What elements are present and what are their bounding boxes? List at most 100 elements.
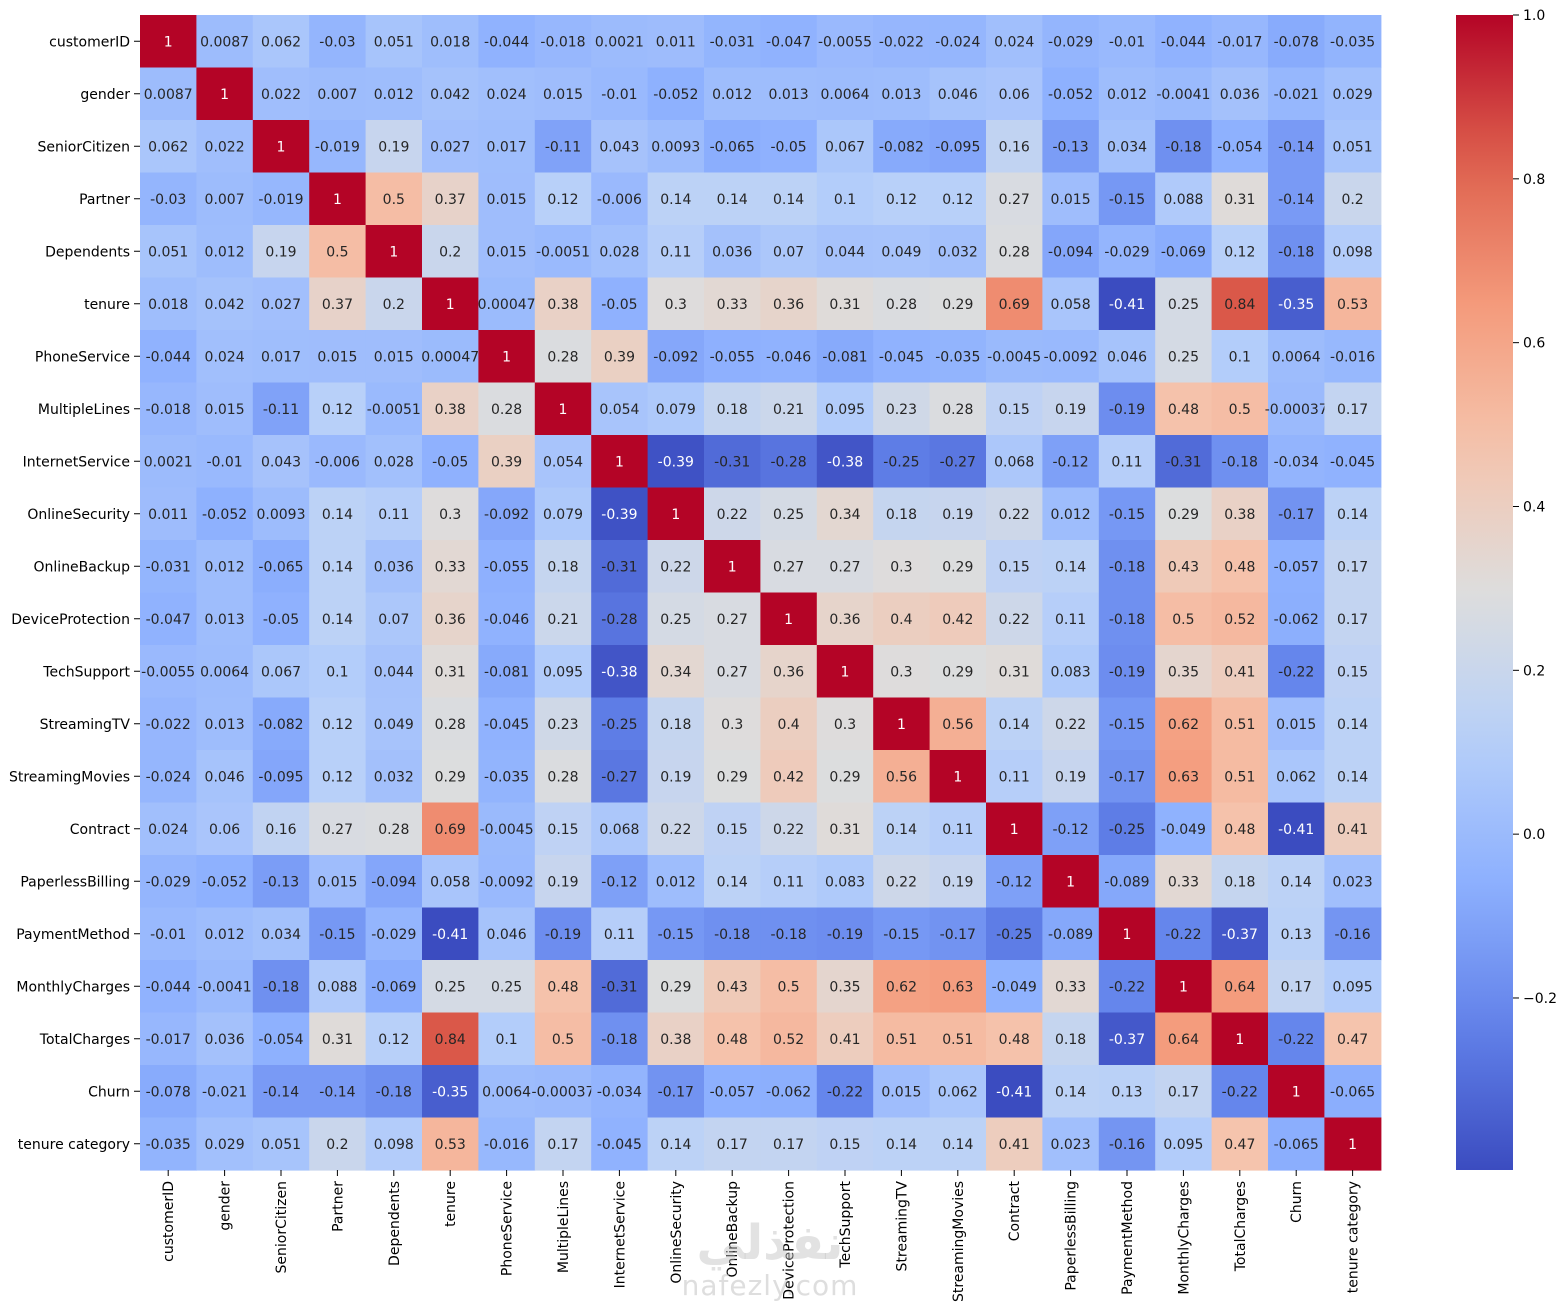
- heatmap-cell: [704, 1012, 761, 1066]
- heatmap-cell: [422, 15, 479, 69]
- cell-value-label: -0.22: [1278, 1032, 1314, 1048]
- cell-value-label: 0.18: [886, 507, 917, 523]
- heatmap-cell: [704, 1065, 761, 1119]
- cell-value-label: 0.14: [1055, 1084, 1086, 1100]
- cell-value-label: -0.044: [146, 979, 191, 995]
- heatmap-cell: [196, 277, 254, 331]
- cell-value-label: 0.27: [773, 559, 804, 575]
- heatmap-cell: [252, 802, 310, 856]
- heatmap-cell: [704, 120, 761, 174]
- heatmap-cell: [140, 1065, 197, 1119]
- heatmap-cell: [929, 540, 987, 594]
- heatmap-cell: [1211, 172, 1269, 226]
- heatmap-cell: [478, 592, 536, 646]
- heatmap-cell: [760, 802, 818, 856]
- cell-value-label: 0.48: [547, 979, 578, 995]
- heatmap-cell: [1324, 1117, 1382, 1171]
- heatmap-cell: [873, 435, 931, 489]
- cell-value-label: 1: [559, 402, 568, 418]
- heatmap-cell: [534, 330, 592, 384]
- cell-value-label: -0.044: [146, 349, 191, 365]
- cell-value-label: -0.0045: [480, 822, 534, 838]
- cell-value-label: -0.019: [315, 139, 360, 155]
- cell-value-label: 0.33: [1168, 874, 1199, 890]
- heatmap-cell: [1098, 172, 1156, 226]
- heatmap-cell: [309, 330, 367, 384]
- cell-value-label: 0.47: [1224, 1137, 1255, 1153]
- heatmap-cell: [873, 330, 931, 384]
- cell-value-label: 0.27: [717, 612, 748, 628]
- heatmap-cell: [422, 277, 479, 331]
- y-axis-label: tenure category: [18, 1137, 130, 1153]
- cell-value-label: 0.39: [604, 349, 635, 365]
- cell-value-label: 0.032: [938, 244, 978, 260]
- heatmap-cell: [929, 1117, 987, 1171]
- heatmap-cell: [422, 225, 479, 279]
- heatmap-cell: [1098, 330, 1156, 384]
- cell-value-label: 0.19: [660, 769, 691, 785]
- heatmap-cell: [196, 1117, 254, 1171]
- heatmap-cell: [422, 645, 479, 699]
- cell-value-label: -0.062: [766, 1084, 811, 1100]
- cell-value-label: -0.28: [770, 454, 806, 470]
- heatmap-cell: [1042, 540, 1100, 594]
- cell-value-label: 0.56: [942, 717, 973, 733]
- cell-value-label: 0.37: [435, 192, 466, 208]
- heatmap-cell: [704, 382, 761, 436]
- cell-value-label: -0.052: [1048, 87, 1093, 103]
- cell-value-label: 0.3: [721, 717, 743, 733]
- cell-value-label: -0.41: [996, 1084, 1032, 1100]
- cell-value-label: 0.25: [773, 507, 804, 523]
- cell-value-label: -0.27: [940, 454, 976, 470]
- cell-value-label: 0.15: [717, 822, 748, 838]
- cell-value-label: 0.34: [660, 664, 691, 680]
- heatmap-cell: [760, 1065, 818, 1119]
- heatmap-cell: [1098, 487, 1156, 541]
- heatmap-cell: [1155, 540, 1213, 594]
- cell-value-label: -0.022: [146, 717, 191, 733]
- cell-value-label: -0.017: [1217, 34, 1262, 50]
- heatmap-cell: [1268, 330, 1325, 384]
- heatmap-cell: [365, 172, 423, 226]
- cell-value-label: -0.12: [996, 874, 1032, 890]
- cell-value-label: -0.18: [1165, 139, 1201, 155]
- heatmap-cell: [140, 802, 197, 856]
- heatmap-cell: [760, 435, 818, 489]
- cell-value-label: 0.11: [773, 874, 804, 890]
- heatmap-cell: [929, 225, 987, 279]
- cell-value-label: 1: [784, 612, 793, 628]
- heatmap-cell: [140, 750, 197, 804]
- cell-value-label: -0.19: [827, 927, 863, 943]
- heatmap-cell: [929, 645, 987, 699]
- cell-value-label: 0.046: [487, 927, 527, 943]
- cell-value-label: 0.41: [1337, 822, 1368, 838]
- x-axis-label: MultipleLines: [556, 1181, 572, 1273]
- cell-value-label: 0.062: [938, 1084, 978, 1100]
- cell-value-label: -0.22: [827, 1084, 863, 1100]
- cell-value-label: 0.028: [599, 244, 639, 260]
- heatmap-cell: [986, 802, 1043, 856]
- cell-value-label: -0.006: [315, 454, 360, 470]
- cell-value-label: 0.31: [322, 1032, 353, 1048]
- cell-value-label: -0.12: [601, 874, 637, 890]
- heatmap-cell: [1211, 855, 1269, 909]
- x-axis-label: Contract: [1007, 1180, 1023, 1241]
- heatmap-cell: [1042, 487, 1100, 541]
- heatmap-cell: [986, 277, 1043, 331]
- cell-value-label: 1: [671, 507, 680, 523]
- cell-value-label: 0.36: [773, 664, 804, 680]
- cell-value-label: 0.14: [322, 612, 353, 628]
- cell-value-label: 0.41: [829, 1032, 860, 1048]
- cell-value-label: -0.035: [484, 769, 529, 785]
- cell-value-label: 0.012: [205, 927, 245, 943]
- cell-value-label: 0.29: [942, 664, 973, 680]
- cell-value-label: -0.081: [484, 664, 529, 680]
- heatmap-cell: [1155, 1065, 1213, 1119]
- cell-value-label: 0.0093: [257, 507, 306, 523]
- cell-value-label: 0.14: [773, 192, 804, 208]
- heatmap-cell: [647, 172, 705, 226]
- cell-value-label: 0.25: [491, 979, 522, 995]
- cell-value-label: 1: [1010, 822, 1019, 838]
- heatmap-cell: [1268, 855, 1325, 909]
- heatmap-cell: [309, 750, 367, 804]
